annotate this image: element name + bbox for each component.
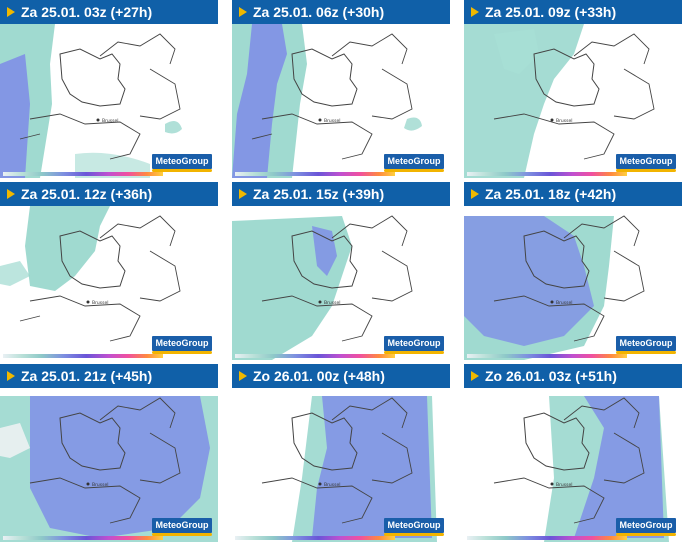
map-image: [261, 396, 437, 542]
panel-header[interactable]: Za 25.01. 15z (+39h): [232, 182, 450, 206]
meteogroup-logo: MeteoGroup: [152, 336, 212, 351]
precipitation-map: Brussel MeteoGroup: [232, 206, 450, 360]
panel-header[interactable]: Zo 26.01. 03z (+51h): [464, 364, 682, 388]
logo-swoosh: [384, 351, 444, 354]
panel-header[interactable]: Za 25.01. 21z (+45h): [0, 364, 218, 388]
city-label: Brussel: [102, 119, 119, 124]
panel-time-label: Za 25.01. 21z (+45h): [21, 368, 153, 384]
map-image: [464, 215, 645, 360]
forecast-panel-5[interactable]: Za 25.01. 15z (+39h) Brussel MeteoGroup: [232, 182, 450, 360]
panel-time-label: Za 25.01. 15z (+39h): [253, 186, 385, 202]
play-arrow-icon: [7, 371, 15, 381]
map-image: [232, 24, 422, 178]
precipitation-map: Brussel MeteoGroup: [0, 24, 218, 178]
meteogroup-logo: MeteoGroup: [152, 154, 212, 169]
play-arrow-icon: [239, 371, 247, 381]
color-scale-bar: [235, 354, 395, 358]
forecast-panel-2[interactable]: Za 25.01. 06z (+30h) Brussel MeteoGroup: [232, 0, 450, 178]
color-scale-bar: [235, 536, 395, 540]
panel-header[interactable]: Za 25.01. 12z (+36h): [0, 182, 218, 206]
forecast-panel-6[interactable]: Za 25.01. 18z (+42h) Brussel MeteoGroup: [464, 182, 682, 360]
map-image: [0, 396, 218, 542]
forecast-panel-8[interactable]: Zo 26.01. 00z (+48h) Brussel MeteoGroup: [232, 364, 450, 542]
panel-time-label: Zo 26.01. 03z (+51h): [485, 368, 617, 384]
city-label: Brussel: [324, 119, 341, 124]
play-arrow-icon: [471, 371, 479, 381]
color-scale-bar: [235, 172, 395, 176]
panel-header[interactable]: Za 25.01. 09z (+33h): [464, 0, 682, 24]
logo-swoosh: [616, 169, 676, 172]
city-label: Brussel: [324, 301, 341, 306]
forecast-panel-9[interactable]: Zo 26.01. 03z (+51h) Brussel MeteoGroup: [464, 364, 682, 542]
meteogroup-logo: MeteoGroup: [152, 518, 212, 533]
logo-swoosh: [152, 533, 212, 536]
forecast-panel-1[interactable]: Za 25.01. 03z (+27h) Brussel MeteoGroup: [0, 0, 218, 178]
logo-swoosh: [384, 533, 444, 536]
panel-time-label: Za 25.01. 06z (+30h): [253, 4, 385, 20]
logo-swoosh: [384, 169, 444, 172]
precipitation-map: Brussel MeteoGroup: [464, 24, 682, 178]
city-label: Brussel: [92, 301, 109, 306]
panel-header[interactable]: Za 25.01. 03z (+27h): [0, 0, 218, 24]
play-arrow-icon: [7, 7, 15, 17]
color-scale-bar: [467, 172, 627, 176]
logo-swoosh: [616, 533, 676, 536]
map-image: [464, 24, 655, 178]
map-image: [493, 396, 669, 542]
precipitation-map: Brussel MeteoGroup: [0, 206, 218, 360]
color-scale-bar: [3, 354, 163, 358]
panel-time-label: Zo 26.01. 00z (+48h): [253, 368, 385, 384]
logo-swoosh: [152, 169, 212, 172]
play-arrow-icon: [239, 7, 247, 17]
precipitation-map: Brussel MeteoGroup: [0, 388, 218, 542]
meteogroup-logo: MeteoGroup: [616, 154, 676, 169]
forecast-panel-3[interactable]: Za 25.01. 09z (+33h) Brussel MeteoGroup: [464, 0, 682, 178]
play-arrow-icon: [7, 189, 15, 199]
city-label: Brussel: [556, 301, 573, 306]
precipitation-map: Brussel MeteoGroup: [232, 388, 450, 542]
logo-swoosh: [152, 351, 212, 354]
map-image: [232, 215, 413, 360]
play-arrow-icon: [471, 7, 479, 17]
panel-time-label: Za 25.01. 12z (+36h): [21, 186, 153, 202]
color-scale-bar: [467, 536, 627, 540]
map-image: [0, 24, 182, 178]
color-scale-bar: [3, 536, 163, 540]
panel-header[interactable]: Za 25.01. 18z (+42h): [464, 182, 682, 206]
color-scale-bar: [467, 354, 627, 358]
forecast-panel-7[interactable]: Za 25.01. 21z (+45h) Brussel MeteoGroup: [0, 364, 218, 542]
color-scale-bar: [3, 172, 163, 176]
forecast-panel-4[interactable]: Za 25.01. 12z (+36h) Brussel MeteoGroup: [0, 182, 218, 360]
panel-time-label: Za 25.01. 18z (+42h): [485, 186, 617, 202]
play-arrow-icon: [239, 189, 247, 199]
city-label: Brussel: [556, 119, 573, 124]
panel-header[interactable]: Za 25.01. 06z (+30h): [232, 0, 450, 24]
city-label: Brussel: [92, 483, 109, 488]
city-label: Brussel: [556, 483, 573, 488]
meteogroup-logo: MeteoGroup: [616, 336, 676, 351]
meteogroup-logo: MeteoGroup: [616, 518, 676, 533]
map-image: [0, 206, 181, 342]
city-label: Brussel: [324, 483, 341, 488]
meteogroup-logo: MeteoGroup: [384, 154, 444, 169]
precipitation-map: Brussel MeteoGroup: [464, 206, 682, 360]
panel-header[interactable]: Zo 26.01. 00z (+48h): [232, 364, 450, 388]
play-arrow-icon: [471, 189, 479, 199]
logo-swoosh: [616, 351, 676, 354]
panel-time-label: Za 25.01. 03z (+27h): [21, 4, 153, 20]
meteogroup-logo: MeteoGroup: [384, 518, 444, 533]
precipitation-map: Brussel MeteoGroup: [464, 388, 682, 542]
panel-time-label: Za 25.01. 09z (+33h): [485, 4, 617, 20]
meteogroup-logo: MeteoGroup: [384, 336, 444, 351]
precipitation-map: Brussel MeteoGroup: [232, 24, 450, 178]
